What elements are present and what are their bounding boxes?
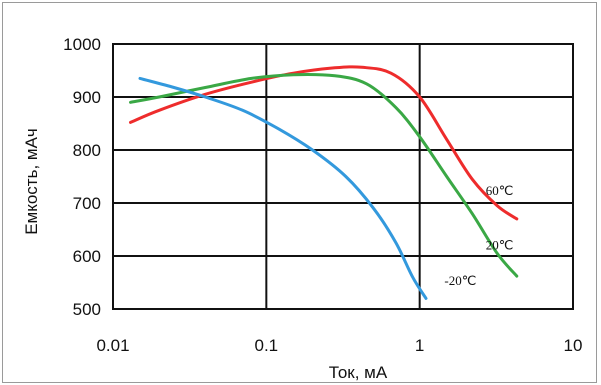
y-tick-label: 600 xyxy=(73,247,101,266)
x-tick-label: 0.1 xyxy=(255,336,279,355)
x-tick-label: 1 xyxy=(415,336,424,355)
x-axis-ticks: 0.01 0.1 1 10 xyxy=(96,336,582,355)
capacity-chart: 1000 900 800 700 600 500 0.01 0.1 1 10 60℃ 20℃ -20… xyxy=(22,35,582,382)
grid xyxy=(112,43,574,310)
y-axis-label: Емкость, мАч xyxy=(22,128,41,235)
x-tick-label: 0.01 xyxy=(96,336,129,355)
plot-area-border xyxy=(112,43,574,310)
series-annotation-1: 20℃ xyxy=(486,238,514,253)
y-tick-label: 700 xyxy=(73,194,101,213)
y-axis-ticks: 1000 900 800 700 600 500 xyxy=(63,35,101,319)
y-tick-label: 900 xyxy=(73,88,101,107)
chart-frame: 1000 900 800 700 600 500 0.01 0.1 1 10 60℃ 20℃ -20… xyxy=(2,2,597,383)
y-tick-label: 1000 xyxy=(63,35,101,54)
series-line-2 xyxy=(138,76,428,300)
x-axis-label: Ток, мА xyxy=(329,363,388,382)
series-line-0 xyxy=(129,65,519,221)
y-tick-label: 800 xyxy=(73,141,101,160)
series-line-1 xyxy=(129,72,519,278)
series-annotations: 60℃ 20℃ -20℃ xyxy=(444,183,513,288)
series-annotation-2: -20℃ xyxy=(444,273,476,288)
series-annotation-0: 60℃ xyxy=(486,183,514,198)
x-tick-label: 10 xyxy=(564,336,583,355)
series-lines xyxy=(129,65,519,300)
y-tick-label: 500 xyxy=(73,300,101,319)
